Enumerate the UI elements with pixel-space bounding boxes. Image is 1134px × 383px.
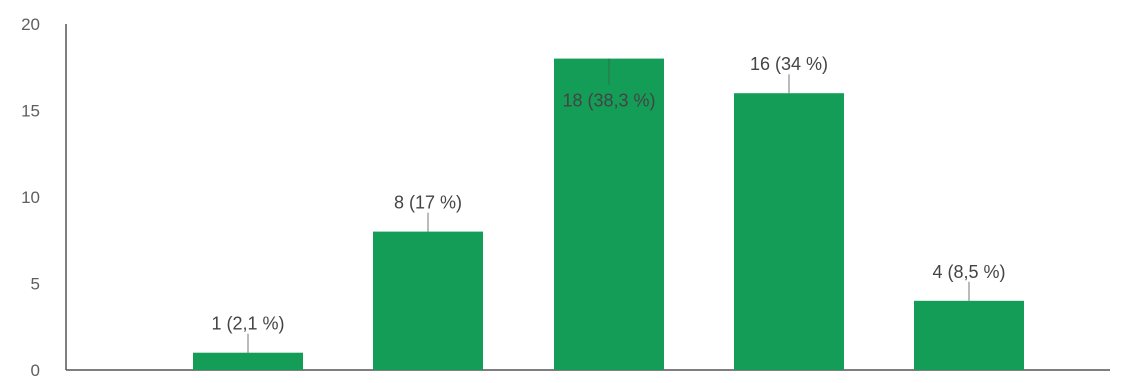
data-label-2: 8 (17 %) xyxy=(394,193,462,213)
data-label-3: 18 (38,3 %) xyxy=(562,91,655,111)
bar-1 xyxy=(193,352,303,370)
y-tick-label-20: 20 xyxy=(21,15,40,34)
y-axis-ticks: 0 5 10 15 20 xyxy=(21,15,40,380)
data-label-1: 1 (2,1 %) xyxy=(211,314,284,334)
bar-2 xyxy=(373,231,483,370)
y-tick-label-5: 5 xyxy=(31,275,40,294)
data-label-4: 16 (34 %) xyxy=(750,54,828,74)
data-label-5: 4 (8,5 %) xyxy=(932,262,1005,282)
bar-3 xyxy=(554,58,664,370)
bar-5 xyxy=(914,300,1024,370)
y-tick-label-15: 15 xyxy=(21,102,40,121)
data-labels: 1 (2,1 %) 8 (17 %) 18 (38,3 %) 16 (34 %) 4 (… xyxy=(211,54,1006,353)
y-tick-label-10: 10 xyxy=(21,188,40,207)
bars xyxy=(193,58,1024,370)
y-tick-label-0: 0 xyxy=(31,361,40,380)
bar-4 xyxy=(734,93,844,370)
